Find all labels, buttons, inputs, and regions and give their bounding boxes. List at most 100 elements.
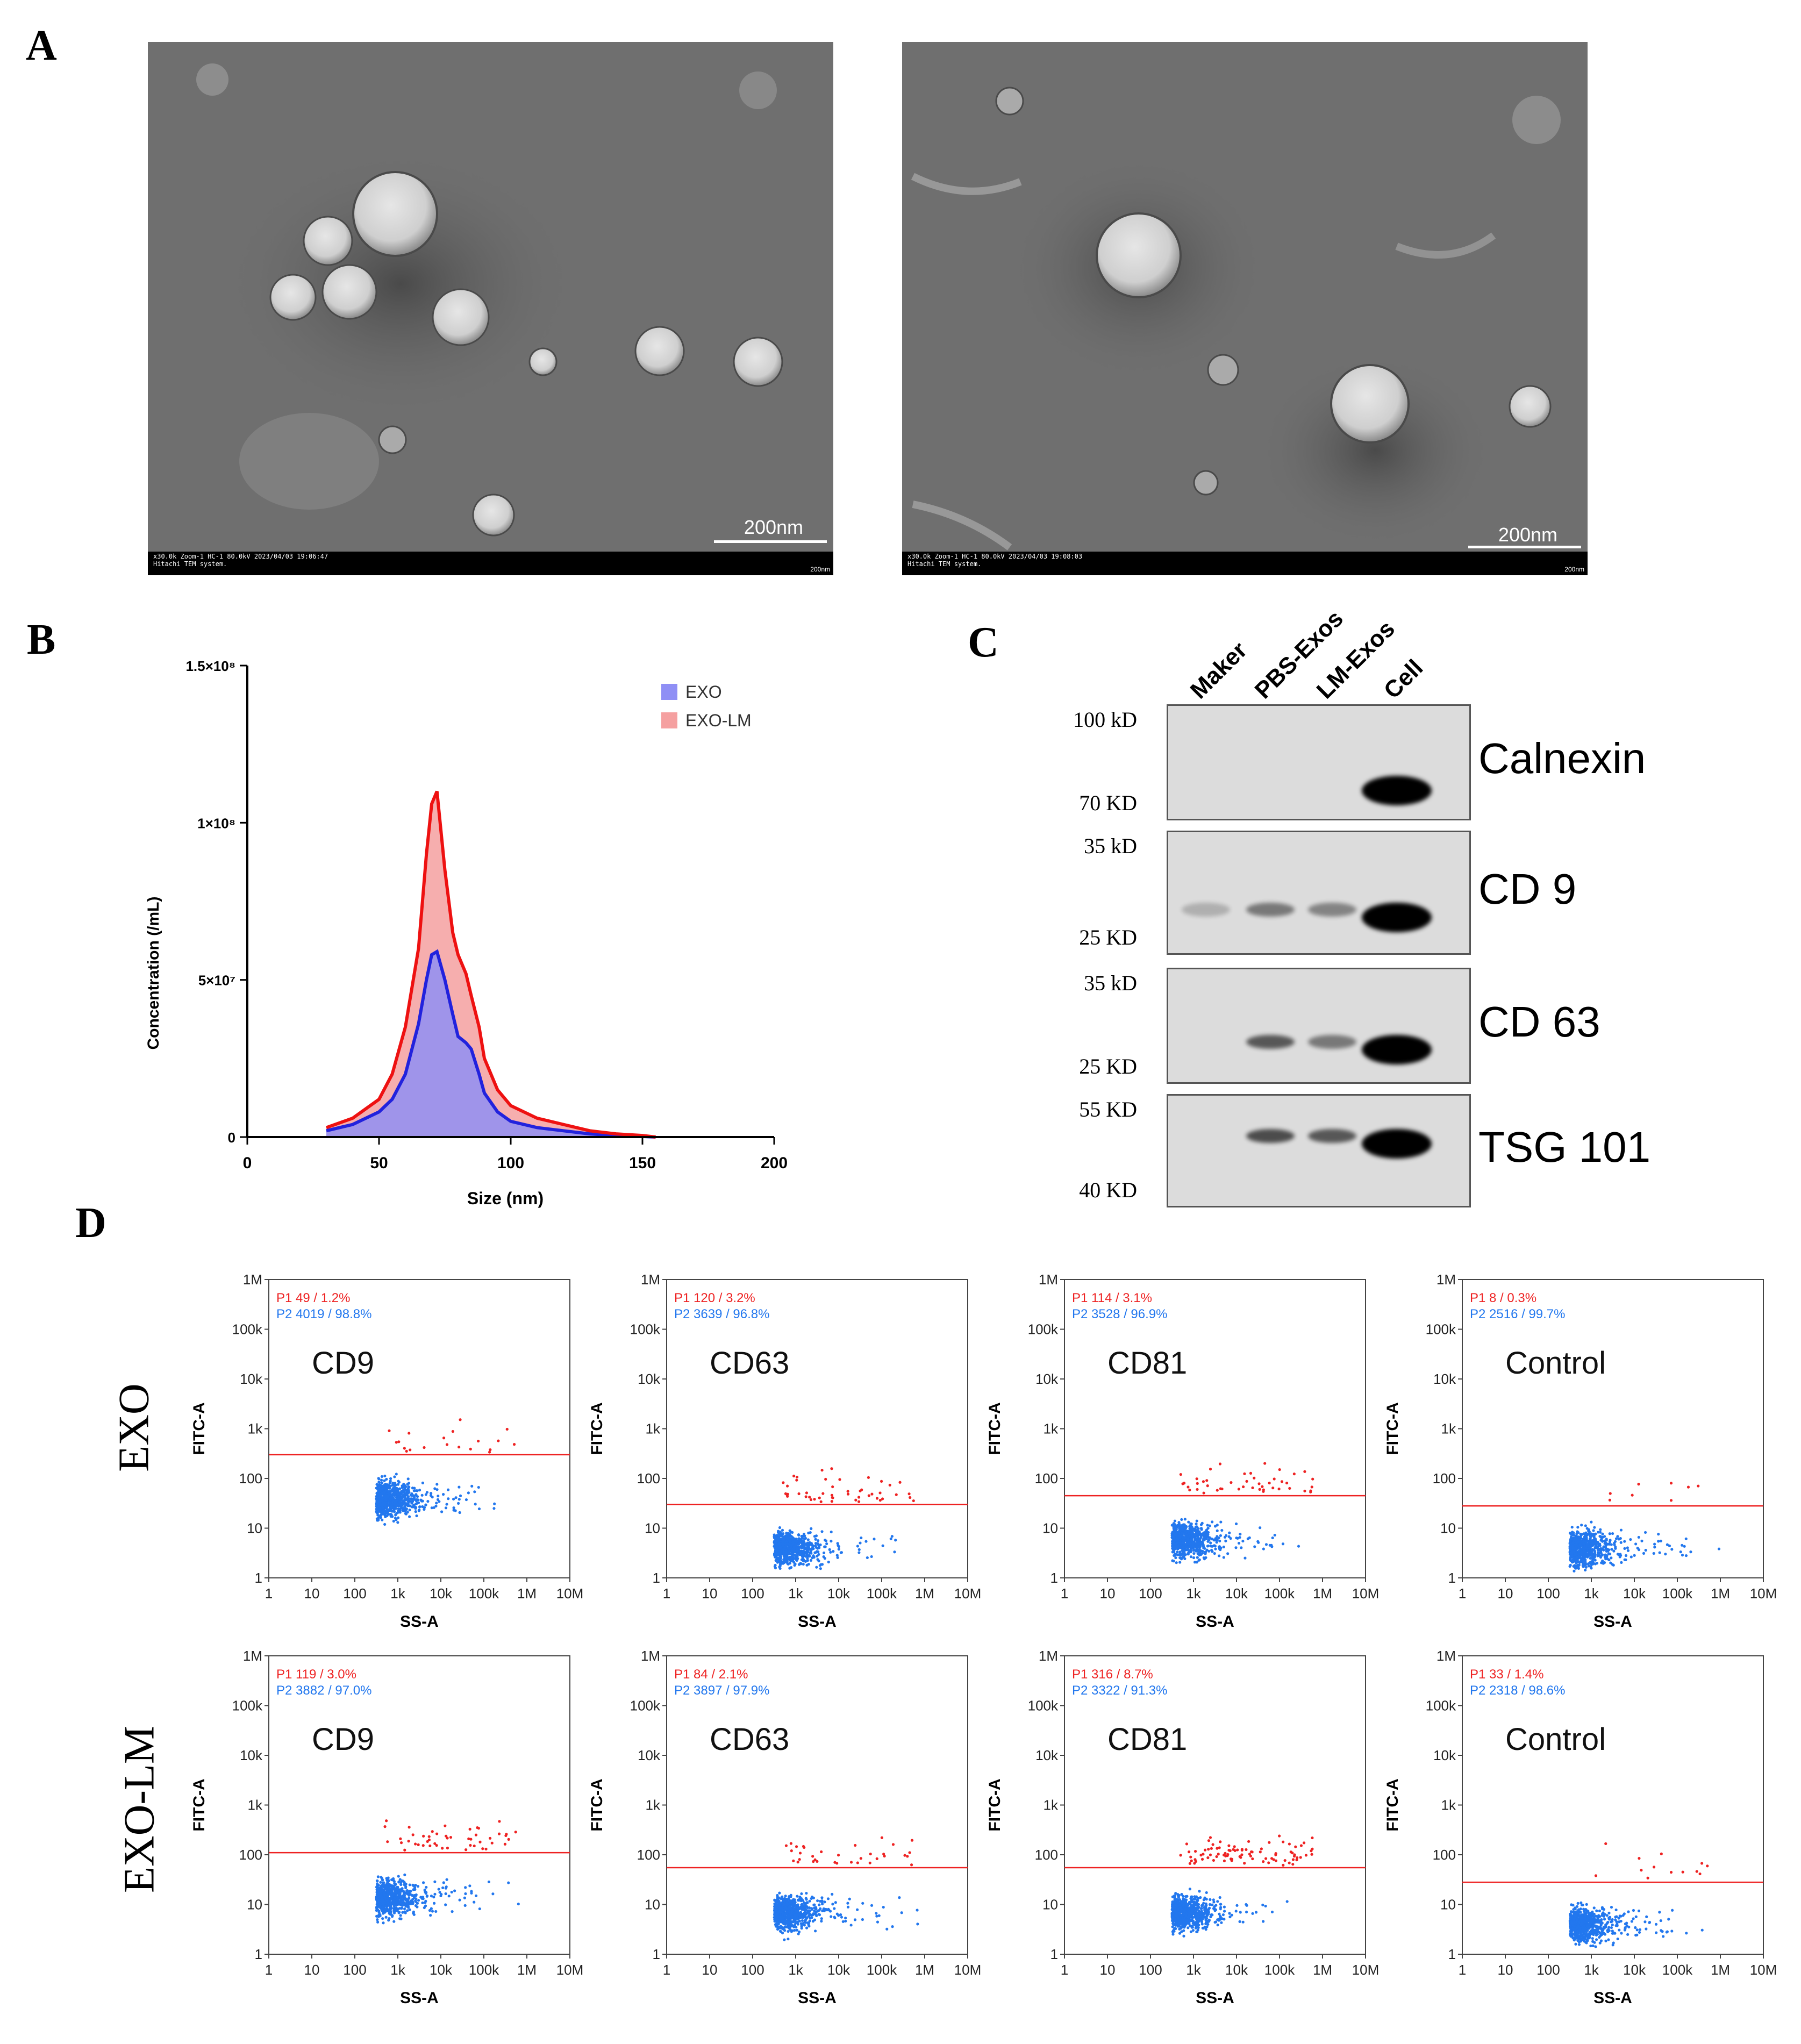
flow-y-tick-label: 100 xyxy=(1035,1470,1058,1486)
p2-event xyxy=(1262,1547,1265,1550)
flow-y-tick-label: 10 xyxy=(247,1520,262,1536)
p1-event xyxy=(1285,1481,1289,1485)
p2-event xyxy=(774,1553,777,1556)
p2-event xyxy=(860,1536,863,1540)
p2-event xyxy=(1189,1528,1192,1531)
p2-event xyxy=(802,1554,805,1557)
p2-event xyxy=(1593,1526,1596,1529)
p2-event xyxy=(783,1919,786,1922)
flow-y-tick-label: 100 xyxy=(637,1847,660,1863)
p2-event xyxy=(804,1918,807,1921)
p2-event xyxy=(805,1901,809,1904)
p2-event xyxy=(1268,1543,1271,1547)
p2-event xyxy=(406,1909,409,1912)
p2-event xyxy=(1689,1550,1692,1554)
p1-event xyxy=(820,1850,823,1854)
p1-event xyxy=(812,1860,815,1863)
p2-event xyxy=(790,1915,794,1918)
flow-p1-stats: P1 114 / 3.1% xyxy=(1072,1291,1152,1305)
p2-event xyxy=(1174,1556,1177,1560)
p1-event xyxy=(403,1447,406,1450)
p1-event xyxy=(505,1427,509,1431)
p2-event xyxy=(809,1531,812,1534)
p2-event xyxy=(799,1553,802,1556)
p2-event xyxy=(1243,1556,1247,1560)
p2-event xyxy=(773,1916,776,1919)
p2-event xyxy=(861,1902,864,1905)
p1-event xyxy=(478,1840,482,1843)
p2-event xyxy=(801,1906,804,1909)
p2-event xyxy=(1192,1552,1196,1555)
p2-event xyxy=(1206,1540,1210,1543)
p2-event xyxy=(1643,1531,1647,1534)
p2-event xyxy=(820,1917,823,1920)
p2-event xyxy=(445,1885,448,1889)
p2-event xyxy=(404,1508,408,1511)
flow-marker-title: CD63 xyxy=(710,1722,789,1757)
p2-event xyxy=(376,1879,379,1883)
flow-y-tick-label: 10k xyxy=(1035,1371,1059,1387)
p2-event xyxy=(1614,1545,1617,1549)
p2-event xyxy=(410,1500,413,1503)
p2-event xyxy=(1575,1545,1578,1548)
p2-event xyxy=(458,1485,461,1489)
p1-event xyxy=(1209,1468,1212,1471)
flow-events xyxy=(1170,1834,1314,1938)
p2-event xyxy=(1206,1531,1210,1534)
p1-event xyxy=(446,1846,449,1850)
p2-event xyxy=(1197,1548,1200,1551)
p2-event xyxy=(405,1889,409,1893)
flow-plot-cd63: 1 10 100 1k 10k 100k 1M 10M1101001k10k100k1MSS-… xyxy=(588,1271,981,1629)
p1-event xyxy=(808,1496,811,1499)
p2-event xyxy=(381,1909,384,1912)
p2-event xyxy=(1241,1539,1245,1543)
p2-event xyxy=(1240,1546,1243,1549)
flow-y-tick-label: 1k xyxy=(1044,1421,1059,1437)
flow-x-tick-label: 10 xyxy=(1100,1962,1116,1978)
p2-event xyxy=(1612,1549,1616,1553)
p2-event xyxy=(423,1889,426,1892)
p2-event xyxy=(464,1892,467,1896)
p2-event xyxy=(1180,1532,1183,1535)
p2-event xyxy=(1174,1553,1177,1556)
p2-event xyxy=(1209,1541,1212,1545)
p2-event xyxy=(417,1899,420,1902)
p2-event xyxy=(388,1909,392,1912)
p2-event xyxy=(1590,1549,1593,1553)
tem-image-1: 200nm x30.0k Zoom-1 HC-1 80.0kV 2023/04/… xyxy=(148,42,833,575)
p2-event xyxy=(444,1506,448,1510)
p1-event xyxy=(459,1418,462,1421)
p2-event xyxy=(1208,1536,1211,1539)
p2-event xyxy=(783,1561,787,1564)
p2-event xyxy=(384,1515,387,1518)
p2-event xyxy=(402,1898,405,1902)
p2-event xyxy=(1644,1548,1647,1552)
p2-event xyxy=(806,1545,810,1548)
p2-event xyxy=(1653,1542,1656,1546)
flow-p1-stats: P1 8 / 0.3% xyxy=(1470,1291,1536,1305)
p2-event xyxy=(805,1926,809,1929)
p2-event xyxy=(1218,1539,1221,1543)
flow-y-tick-label: 1k xyxy=(1441,1421,1456,1437)
p2-event xyxy=(404,1911,407,1914)
p2-event xyxy=(787,1938,790,1941)
p2-event xyxy=(776,1893,779,1897)
p2-event xyxy=(805,1898,808,1901)
p2-event xyxy=(412,1895,416,1898)
p2-event xyxy=(433,1880,437,1883)
p2-event xyxy=(1636,1546,1639,1550)
p2-event xyxy=(818,1564,821,1567)
p2-event xyxy=(792,1904,796,1907)
flow-y-tick-label: 10 xyxy=(1042,1897,1058,1913)
p2-event xyxy=(454,1496,458,1499)
p2-event xyxy=(394,1483,397,1486)
p2-event xyxy=(1204,1904,1207,1907)
p1-event xyxy=(1245,1480,1248,1483)
p2-event xyxy=(408,1908,411,1911)
p2-event xyxy=(390,1513,393,1517)
p1-event xyxy=(433,1842,437,1845)
p2-event xyxy=(390,1913,393,1916)
p2-event xyxy=(1234,1546,1238,1549)
p1-event xyxy=(883,1854,886,1858)
